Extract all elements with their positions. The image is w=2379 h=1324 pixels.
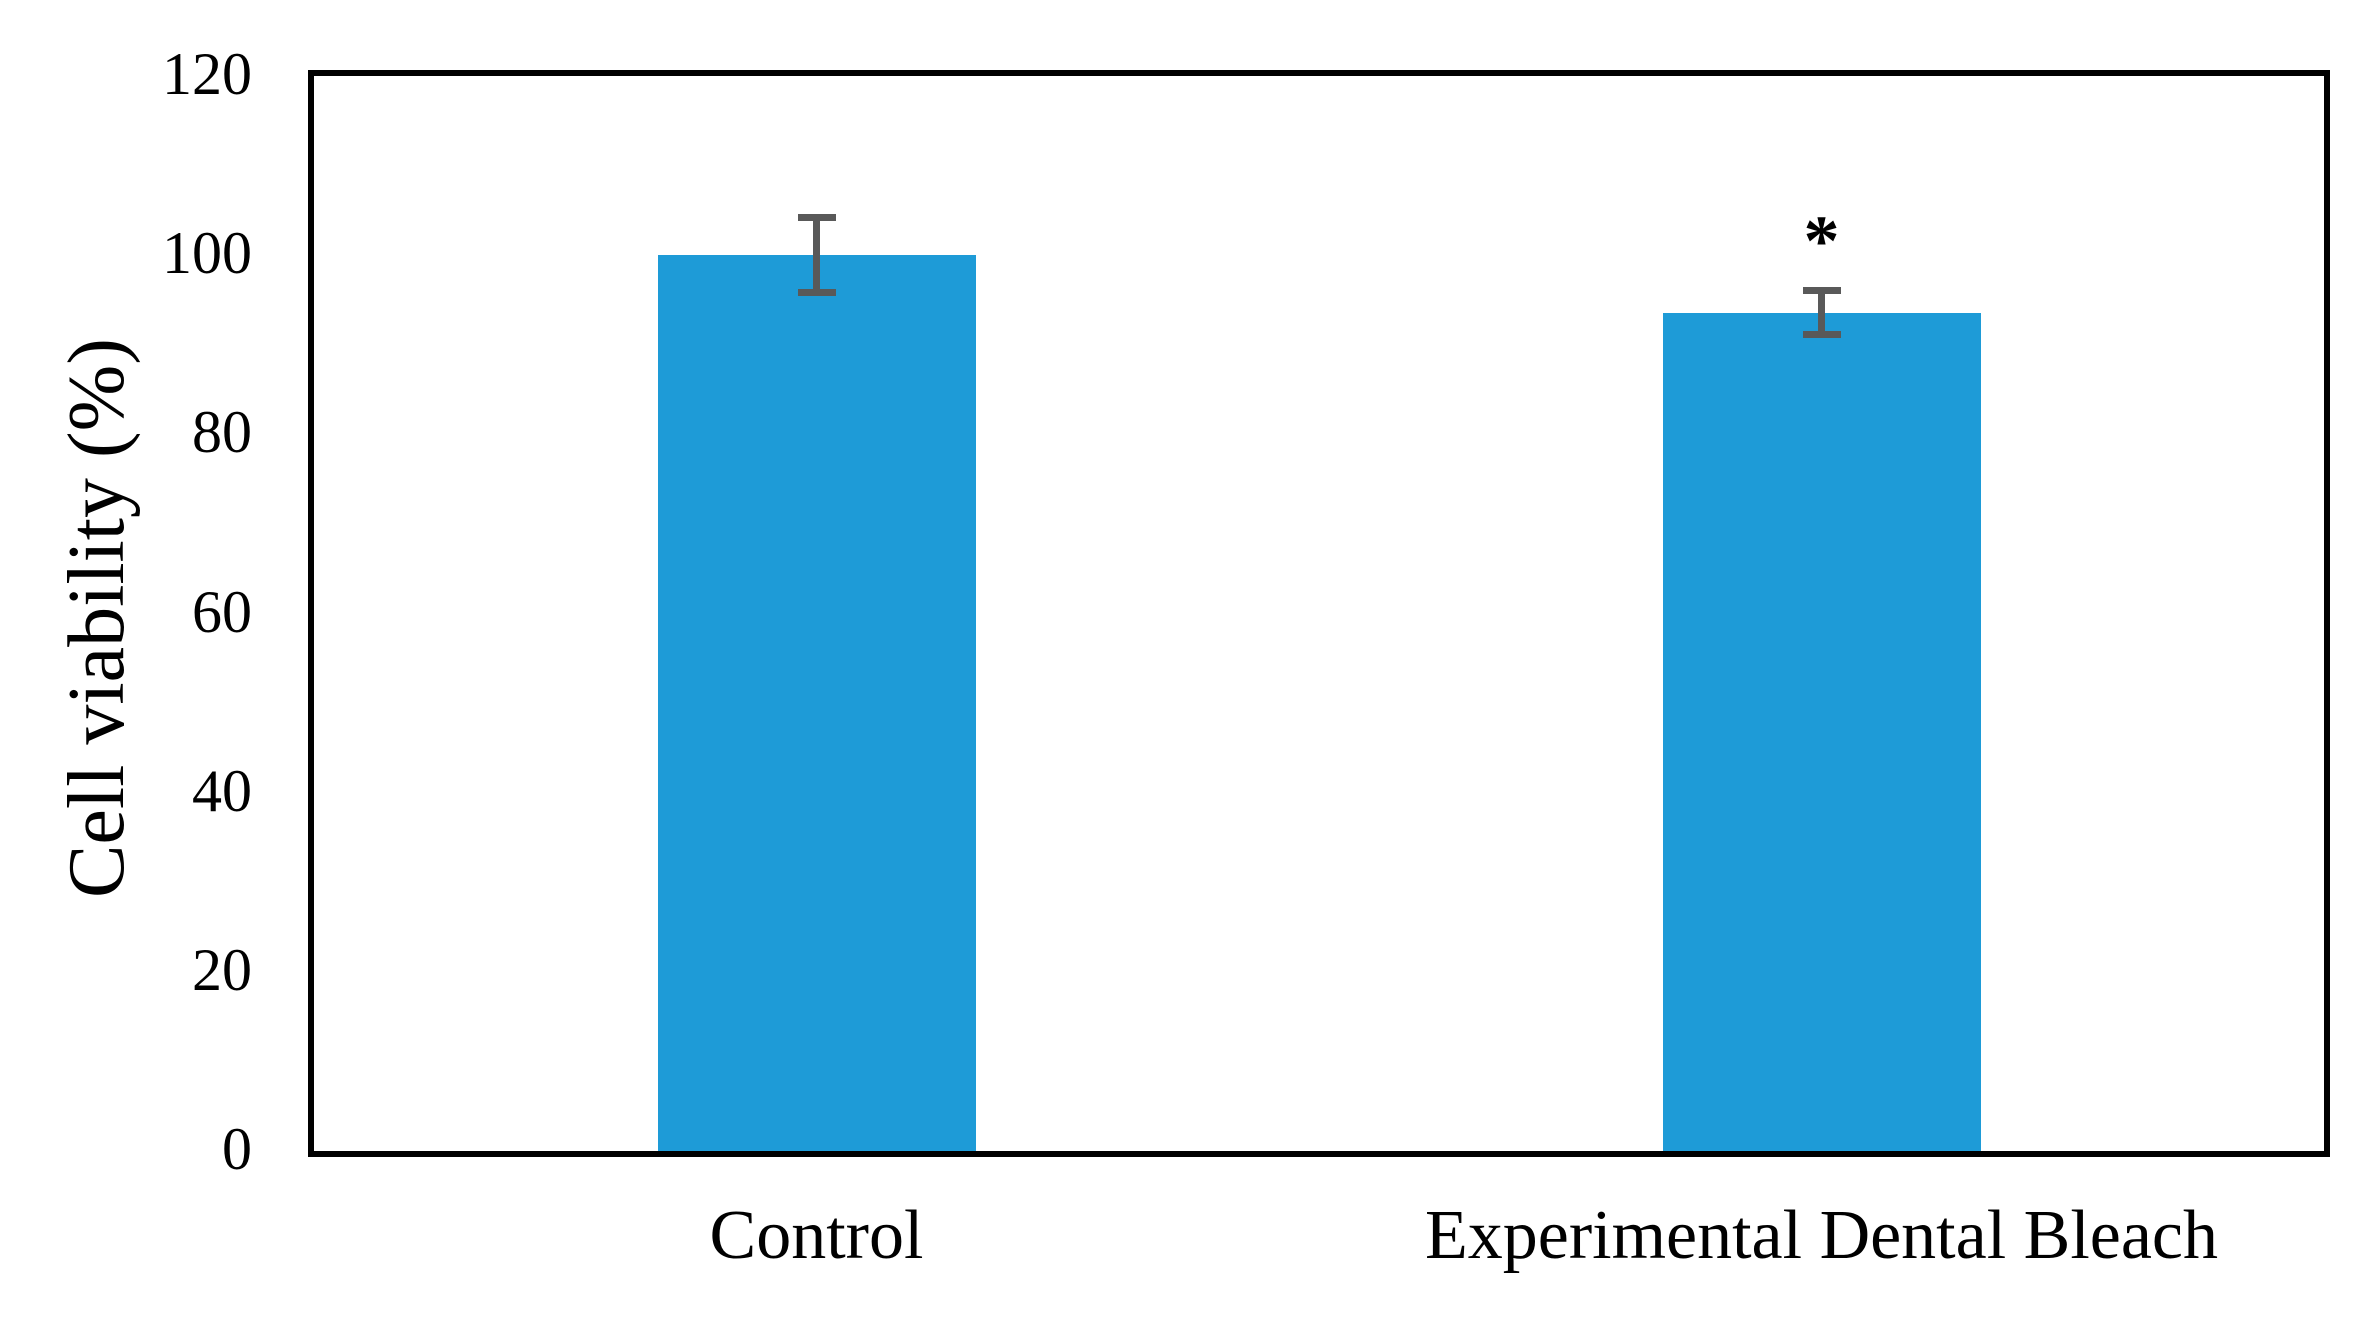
y-tick-label: 80 [192, 399, 252, 466]
error-bar-line [1818, 290, 1825, 335]
bar-experimental-dental-bleach [1662, 312, 1981, 1151]
error-bar-bottom-cap [1802, 331, 1841, 339]
y-tick-label: 100 [162, 220, 252, 287]
x-category-label: Experimental Dental Bleach [1424, 1197, 2219, 1274]
y-tick-label: 60 [192, 578, 252, 645]
error-bar-top-cap [797, 214, 836, 222]
y-tick-label: 120 [162, 41, 252, 108]
significance-asterisk: * [1803, 201, 1840, 282]
y-tick-label: 40 [192, 757, 252, 824]
y-tick-label: 0 [222, 1116, 252, 1183]
y-tick-label: 20 [192, 936, 252, 1003]
error-bar-top-cap [1802, 286, 1841, 294]
error-bar-line [813, 217, 820, 293]
error-bar-bottom-cap [797, 289, 836, 297]
y-axis-title: Cell viability (%) [53, 338, 141, 898]
plot-area: * [308, 70, 2330, 1157]
x-category-label: Control [709, 1197, 924, 1274]
bar-control [657, 255, 976, 1151]
